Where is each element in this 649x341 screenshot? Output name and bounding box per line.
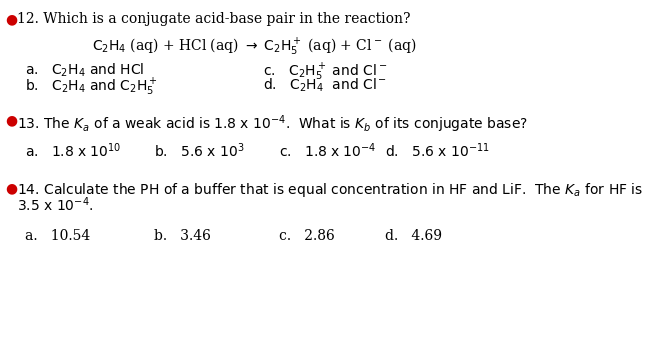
Text: c.   $\mathrm{C_2H_5^+}$ and Cl$^-$: c. $\mathrm{C_2H_5^+}$ and Cl$^-$ <box>263 62 387 83</box>
Text: ●: ● <box>5 181 18 195</box>
Text: c.   1.8 x 10$^{-4}$: c. 1.8 x 10$^{-4}$ <box>279 141 376 160</box>
Text: b.   3.46: b. 3.46 <box>154 228 211 242</box>
Text: b.   $\mathrm{C_2H_4}$ and $\mathrm{C_2H_5^+}$: b. $\mathrm{C_2H_4}$ and $\mathrm{C_2H_5… <box>25 77 158 98</box>
Text: a.   10.54: a. 10.54 <box>25 228 90 242</box>
Text: d.   $\mathrm{C_2H_4}$  and Cl$^-$: d. $\mathrm{C_2H_4}$ and Cl$^-$ <box>263 77 387 94</box>
Text: a.   1.8 x 10$^{10}$: a. 1.8 x 10$^{10}$ <box>25 141 121 160</box>
Text: c.   2.86: c. 2.86 <box>279 228 335 242</box>
Text: 3.5 x 10$^{-4}$.: 3.5 x 10$^{-4}$. <box>17 196 93 214</box>
Text: 13. The $K_a$ of a weak acid is 1.8 x 10$^{-4}$.  What is $K_b$ of its conjugate: 13. The $K_a$ of a weak acid is 1.8 x 10… <box>17 114 528 135</box>
Text: d.   4.69: d. 4.69 <box>384 228 441 242</box>
Text: d.   5.6 x 10$^{-11}$: d. 5.6 x 10$^{-11}$ <box>384 141 489 160</box>
Text: ●: ● <box>5 12 18 26</box>
Text: b.   5.6 x 10$^3$: b. 5.6 x 10$^3$ <box>154 141 245 160</box>
Text: $\mathrm{C_2H_4}$ (aq) + HCl (aq) $\rightarrow$ $\mathrm{C_2H_5^+}$ (aq) + Cl$^-: $\mathrm{C_2H_4}$ (aq) + HCl (aq) $\righ… <box>92 37 417 58</box>
Text: ●: ● <box>5 114 18 128</box>
Text: 14. Calculate the PH of a buffer that is equal concentration in HF and LiF.  The: 14. Calculate the PH of a buffer that is… <box>17 181 643 199</box>
Text: 12. Which is a conjugate acid-base pair in the reaction?: 12. Which is a conjugate acid-base pair … <box>17 12 411 26</box>
Text: a.   $\mathrm{C_2H_4}$ and HCl: a. $\mathrm{C_2H_4}$ and HCl <box>25 62 144 79</box>
